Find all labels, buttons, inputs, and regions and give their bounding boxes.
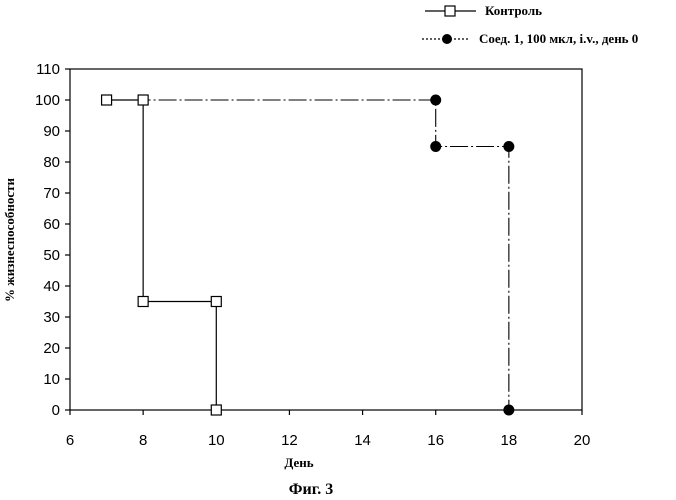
data-point-compound bbox=[503, 405, 514, 416]
legend-marker-filled-circle bbox=[442, 34, 452, 44]
y-tick-label: 60 bbox=[43, 216, 60, 233]
legend: Контроль Соед. 1, 100 мкл, i.v., день 0 bbox=[422, 3, 638, 46]
x-tick-label: 12 bbox=[281, 432, 298, 449]
x-tick-label: 18 bbox=[501, 432, 518, 449]
data-point-control bbox=[211, 297, 221, 307]
y-tick-label: 100 bbox=[35, 92, 60, 109]
legend-label-control: Контроль bbox=[485, 3, 542, 18]
legend-label-compound: Соед. 1, 100 мкл, i.v., день 0 bbox=[479, 31, 638, 46]
y-tick-label: 70 bbox=[43, 185, 60, 202]
x-tick-label: 16 bbox=[427, 432, 444, 449]
x-tick-label: 14 bbox=[354, 432, 371, 449]
x-tick-label: 10 bbox=[208, 432, 225, 449]
x-tick-label: 6 bbox=[66, 432, 74, 449]
x-tick-label: 20 bbox=[574, 432, 591, 449]
data-point-control bbox=[211, 405, 221, 415]
y-tick-label: 80 bbox=[43, 154, 60, 171]
y-tick-label: 50 bbox=[43, 247, 60, 264]
series-line-compound bbox=[107, 100, 509, 410]
y-axis: 0 10 20 30 40 50 60 70 80 90 100 110 bbox=[35, 61, 70, 419]
y-axis-title: % жизнеспособности bbox=[2, 178, 17, 302]
plot-frame bbox=[70, 69, 582, 410]
legend-marker-open-square bbox=[445, 6, 455, 16]
figure-caption: Фиг. 3 bbox=[289, 481, 333, 498]
y-tick-label: 110 bbox=[36, 61, 60, 78]
legend-item-control: Контроль bbox=[425, 3, 542, 18]
data-point-compound bbox=[430, 95, 441, 106]
x-axis-title: День bbox=[284, 455, 313, 470]
y-tick-label: 90 bbox=[43, 123, 60, 140]
y-tick-label: 10 bbox=[43, 371, 60, 388]
y-tick-label: 20 bbox=[43, 340, 60, 357]
x-tick-label: 8 bbox=[139, 432, 147, 449]
y-tick-label: 40 bbox=[43, 278, 60, 295]
y-tick-label: 0 bbox=[52, 402, 60, 419]
x-axis: 6 8 10 12 14 16 18 20 bbox=[66, 410, 591, 449]
data-point-control bbox=[138, 95, 148, 105]
series-layer bbox=[102, 95, 515, 416]
data-point-control bbox=[138, 297, 148, 307]
data-point-control bbox=[102, 95, 112, 105]
series-line-control bbox=[107, 100, 217, 410]
data-point-compound bbox=[503, 141, 514, 152]
legend-item-compound: Соед. 1, 100 мкл, i.v., день 0 bbox=[422, 31, 638, 46]
y-tick-label: 30 bbox=[43, 309, 60, 326]
data-point-compound bbox=[430, 141, 441, 152]
